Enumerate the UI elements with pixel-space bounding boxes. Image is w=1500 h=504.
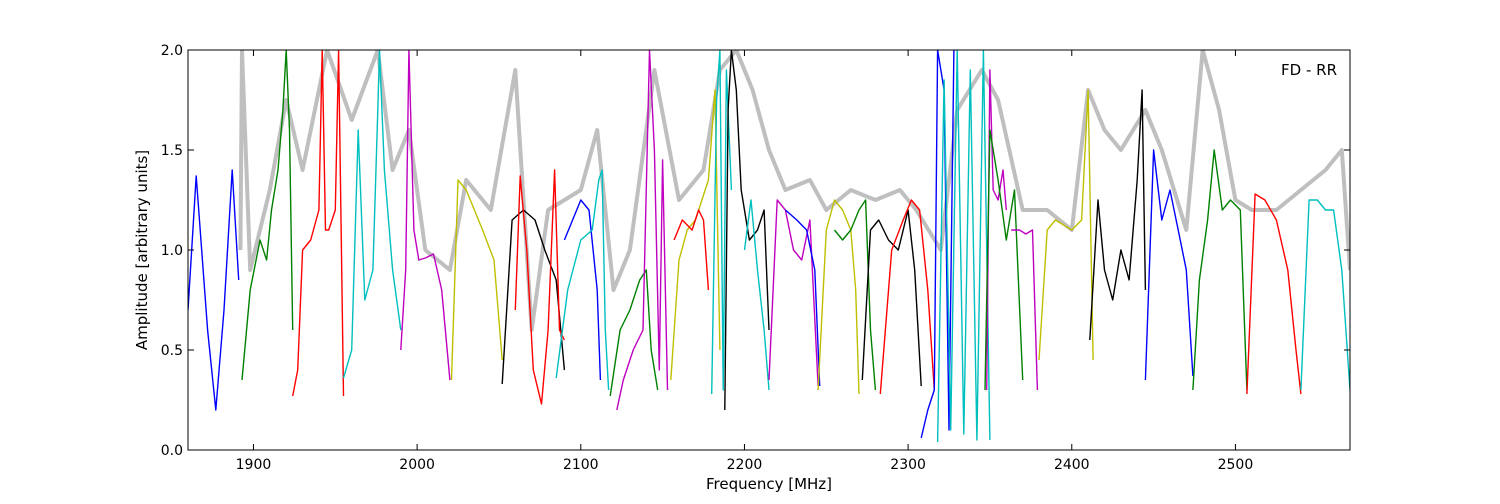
series-line-33 (1300, 199, 1350, 391)
series-line-18 (784, 209, 821, 387)
y-tick-label: 0.5 (161, 343, 183, 359)
series-line-23 (920, 50, 955, 439)
x-axis: 1900 2000 2100 2200 2300 2400 2500 (236, 50, 1254, 473)
y-tick-label: 1.5 (161, 143, 183, 159)
series-line-8 (563, 199, 602, 381)
chart-annotation: FD - RR (1281, 61, 1337, 79)
series-line-10 (609, 269, 659, 397)
series-line-16 (743, 199, 770, 391)
series-line-29 (1089, 89, 1147, 341)
x-axis-label: Frequency [MHz] (706, 475, 832, 493)
background-trace (238, 50, 1350, 332)
series-line-32 (1246, 193, 1302, 395)
series-line-27 (1011, 229, 1039, 391)
x-tick-label: 2500 (1218, 457, 1254, 473)
series-line-2 (292, 50, 345, 397)
series-line-7 (514, 169, 566, 405)
background-trace-layer (238, 50, 1350, 332)
series-line-15 (724, 50, 770, 411)
series-line-5 (450, 179, 503, 381)
x-tick-label: 2100 (563, 457, 599, 473)
y-tick-label: 1.0 (161, 243, 183, 259)
series-layer (188, 50, 1350, 443)
series-line-0 (188, 169, 240, 411)
series-line-24 (936, 50, 991, 443)
y-axis-label: Amplitude [arbitrary units] (133, 150, 151, 350)
x-tick-label: 2300 (890, 457, 926, 473)
series-line-4 (400, 50, 451, 381)
series-line-3 (342, 50, 402, 379)
series-line-9 (555, 169, 610, 391)
series-line-19 (817, 199, 860, 395)
series-line-28 (1038, 89, 1094, 361)
series-line-20 (833, 199, 877, 391)
x-tick-label: 2200 (727, 457, 763, 473)
series-line-13 (673, 209, 710, 291)
series-line-30 (1144, 149, 1194, 381)
series-line-22 (879, 199, 935, 395)
series-line-1 (241, 50, 294, 381)
series-line-17 (768, 199, 819, 387)
y-tick-label: 2.0 (161, 43, 183, 59)
y-tick-label: 0.0 (161, 443, 183, 459)
x-tick-label: 2400 (1054, 457, 1090, 473)
series-line-31 (1192, 149, 1248, 391)
x-tick-label: 2000 (399, 457, 435, 473)
series-line-25 (986, 69, 1007, 391)
series-line-14 (711, 50, 733, 395)
series-line-6 (501, 209, 566, 385)
x-tick-label: 1900 (236, 457, 272, 473)
y-axis: 0.0 0.5 1.0 1.5 2.0 (161, 43, 1350, 459)
series-line-11 (616, 50, 669, 411)
series-line-26 (984, 129, 1024, 391)
